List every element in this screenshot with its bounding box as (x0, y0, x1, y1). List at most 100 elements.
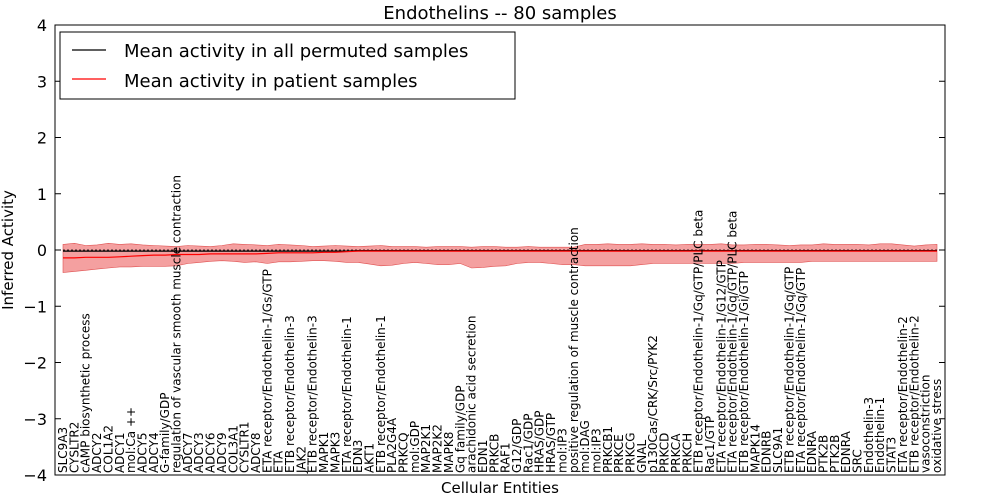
series-line-patient (63, 250, 937, 259)
category-label: SRC (851, 449, 865, 473)
category-label: ADCY2 (90, 432, 104, 473)
legend-label-patient: Mean activity in patient samples (124, 71, 418, 92)
category-label: ETA receptor/Endothelin-1 (340, 316, 354, 473)
y-ticks-layer: −4 −3 −2 −1 0 1 2 3 4 (23, 16, 945, 485)
category-label: AKT1 (363, 443, 377, 473)
y-tick-label: 3 (37, 72, 47, 91)
category-label: MAPK14 (748, 424, 762, 473)
category-label: ETB receptor/Endothelin-1/Gq/GTP/PLC bet… (692, 210, 706, 473)
category-label: oxidative stress (930, 379, 944, 473)
category-label: PTK2B (828, 435, 842, 473)
category-label: MAPK8 (442, 432, 456, 473)
category-label: ETA (272, 450, 286, 473)
category-label: PTK2B (817, 435, 831, 473)
category-label: G-family/GDP (158, 393, 172, 473)
category-label: ETB receptor/Endothelin-1/Gq/GTP (782, 267, 796, 473)
category-label: EDN1 (476, 440, 490, 473)
category-label: PRKCD (658, 433, 672, 473)
category-label: ETA receptor/Endothelin-1/Gq/GTP (794, 268, 808, 473)
category-label: Rac1/GDP (521, 414, 535, 473)
series-lines-layer (55, 249, 945, 259)
legend-box (59, 31, 516, 100)
category-label: p130Cas/CRK/Src/PYK2 (646, 335, 660, 473)
legend: Mean activity in all permuted samples Me… (59, 31, 516, 100)
y-tick-label: −3 (23, 410, 47, 429)
category-label: Gq family/GDP (453, 385, 467, 473)
category-label: CYSLTR2 (67, 422, 81, 473)
y-tick-label: 0 (37, 241, 47, 260)
category-label: SLC9A1 (771, 427, 785, 473)
category-label: ADCY5 (136, 432, 150, 473)
category-label: ETB receptor/Endothelin-3 (283, 315, 297, 473)
category-label: HRAS/GTP (544, 413, 558, 473)
category-label: regulation of vascular smooth muscle con… (170, 175, 184, 473)
category-label: ETB receptor/Endothelin-2 (907, 315, 921, 473)
category-label: EDNRA (805, 430, 819, 473)
y-axis-label: Inferred Activity (0, 190, 17, 310)
category-label: MAPK1 (317, 432, 331, 473)
category-label: RAF1 (499, 442, 513, 473)
legend-label-permuted: Mean activity in all permuted samples (124, 41, 468, 62)
category-label: STAT3 (885, 437, 899, 473)
y-tick-label: 1 (37, 185, 47, 204)
category-label: CYSLTR1 (238, 422, 252, 473)
category-label: PRKCE (612, 434, 626, 473)
category-label: MAP2K2 (431, 424, 445, 473)
category-label: cAMP biosynthetic process (79, 313, 93, 473)
category-label: PRKCB1 (601, 426, 615, 473)
category-label: ADCY4 (147, 432, 161, 473)
category-label: ETB receptor/Endothelin-1/Gi/GTP (737, 271, 751, 473)
y-tick-label: 4 (37, 16, 47, 35)
category-label: G12/GDP (510, 419, 524, 473)
category-label: PRKCH (680, 433, 694, 473)
category-label: ADCY7 (181, 432, 195, 473)
y-tick-label: −1 (23, 297, 47, 316)
category-label: Endothelin-1 (873, 397, 887, 473)
category-label: Endothelin-3 (862, 397, 876, 473)
category-label: mol:Ca ++ (124, 407, 138, 473)
category-label: ADCY3 (192, 432, 206, 473)
category-label: vasoconstriction (919, 375, 933, 473)
category-label: PRKCG (624, 432, 638, 472)
category-label: Rac1/GTP (703, 416, 717, 473)
category-label: ETA receptor/Endothelin-1/G12/GTP (714, 260, 728, 473)
chart-title: Endothelins -- 80 samples (383, 3, 616, 24)
category-label: PRKCQ (397, 432, 411, 473)
category-label: GNAL (635, 440, 649, 473)
x-axis-label: Cellular Entities (441, 479, 559, 497)
category-label: ETA receptor/Endothelin-1/Gq/GTP/PLC bet… (726, 211, 740, 473)
category-label: EDN3 (351, 440, 365, 473)
category-label: COL1A2 (101, 425, 115, 473)
category-label: PRKCA (669, 433, 683, 473)
category-label: EDNRA (839, 430, 853, 473)
y-tick-label: −4 (23, 466, 47, 485)
category-label: ADCY6 (204, 432, 218, 473)
category-label: SLC9A3 (56, 427, 70, 473)
category-label: mol:GDP (408, 421, 422, 473)
category-label: arachidonic acid secretion (465, 315, 479, 472)
category-label: MAPK3 (328, 432, 342, 473)
category-label: COL3A1 (226, 425, 240, 473)
category-label: mol:IP3 (590, 428, 604, 473)
category-label: ADCY8 (249, 432, 263, 473)
category-label: positive regulation of muscle contractio… (567, 227, 581, 473)
category-label: JAK2 (294, 446, 308, 474)
category-label: HRAS/GDP (533, 410, 547, 473)
category-label: EDNRB (760, 431, 774, 473)
category-label: ADCY9 (215, 432, 229, 473)
category-label: ADCY1 (113, 432, 127, 473)
category-label: ETA receptor/Endothelin-2 (896, 316, 910, 473)
y-tick-label: −2 (23, 354, 47, 373)
category-label: ETA receptor/Endothelin-1/Gs/GTP (260, 269, 274, 473)
category-label: mol:IP3 (555, 428, 569, 473)
y-tick-label: 2 (37, 129, 47, 148)
category-label: PLA2G4A (385, 417, 399, 473)
category-label: ETB receptor/Endothelin-3 (306, 315, 320, 473)
plot-frame (54, 24, 946, 476)
category-label: MAP2K1 (419, 424, 433, 473)
category-label: ETB receptor/Endothelin-1 (374, 315, 388, 473)
category-label: mol:DAG (578, 420, 592, 473)
category-label: PRKCB (487, 434, 501, 473)
